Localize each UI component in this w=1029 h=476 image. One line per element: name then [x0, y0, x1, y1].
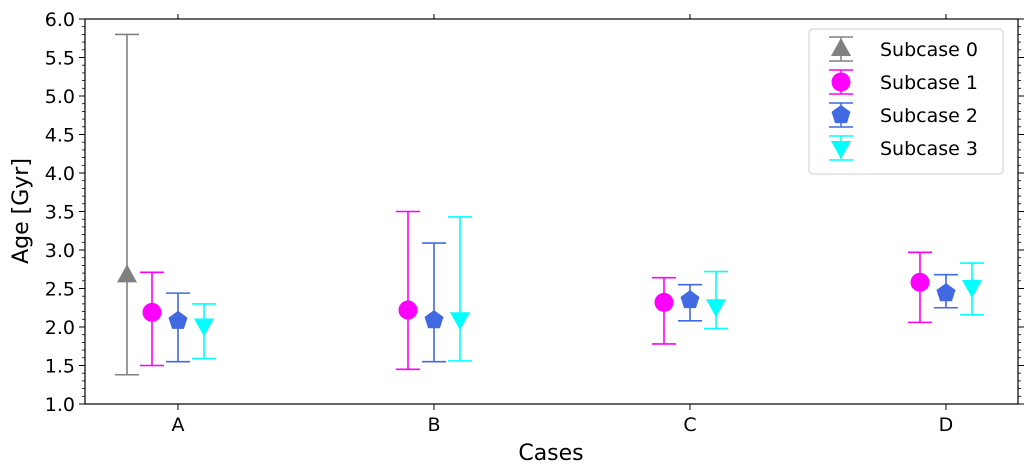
series-3: [192, 216, 984, 362]
legend-label: Subcase 1: [880, 72, 978, 94]
legend: Subcase 0 Subcase 1 Subcase 2 Subcase 3: [808, 28, 1004, 175]
data-point: [962, 280, 982, 298]
legend-label: Subcase 3: [880, 138, 978, 160]
y-axis-label: Age [Gyr]: [9, 158, 34, 264]
legend-label: Subcase 0: [880, 39, 978, 61]
x-tick-label: A: [172, 414, 185, 436]
data-point: [398, 300, 418, 320]
series-2: [166, 242, 958, 363]
y-tick-label: 1.0: [45, 394, 75, 416]
data-point: [654, 292, 674, 312]
x-tick-labels: A B C D: [172, 414, 954, 436]
data-point: [424, 310, 444, 329]
x-tick-label: B: [427, 414, 440, 436]
series-0: [115, 33, 139, 376]
y-tick-label: 4.5: [45, 125, 75, 147]
y-tick-labels: 1.0 1.5 2.0 2.5 3.0 3.5 4.0 4.5 5.0 5.5 6.0: [45, 9, 75, 416]
x-tick-label: C: [683, 414, 696, 436]
data-layer: [115, 33, 984, 376]
legend-box: [808, 28, 1004, 175]
x-axis-label: Cases: [518, 441, 583, 466]
y-tick-label: 1.5: [45, 356, 75, 378]
legend-marker: [831, 38, 851, 56]
data-point: [142, 302, 162, 322]
plot-frame: [84, 18, 1019, 405]
y-tick-label: 3.0: [45, 240, 75, 262]
y-tick-label: 2.5: [45, 279, 75, 301]
legend-marker: [831, 141, 851, 159]
data-point: [910, 272, 930, 292]
data-point: [168, 310, 188, 329]
data-point: [706, 299, 726, 318]
y-tick-label: 4.0: [45, 163, 75, 185]
series-1: [140, 210, 932, 371]
y-tick-label: 5.5: [45, 48, 75, 70]
legend-marker: [831, 72, 851, 92]
y-tick-label: 6.0: [45, 9, 75, 31]
data-point: [117, 264, 137, 283]
y-tick-label: 3.5: [45, 202, 75, 224]
data-point: [194, 318, 214, 337]
legend-label: Subcase 2: [880, 105, 978, 127]
y-tick-label: 2.0: [45, 317, 75, 339]
legend-marker: [831, 105, 851, 124]
data-point: [450, 312, 470, 331]
x-tick-label: D: [939, 414, 954, 436]
y-tick-label: 5.0: [45, 86, 75, 108]
data-point: [936, 283, 956, 302]
data-point: [680, 290, 700, 309]
